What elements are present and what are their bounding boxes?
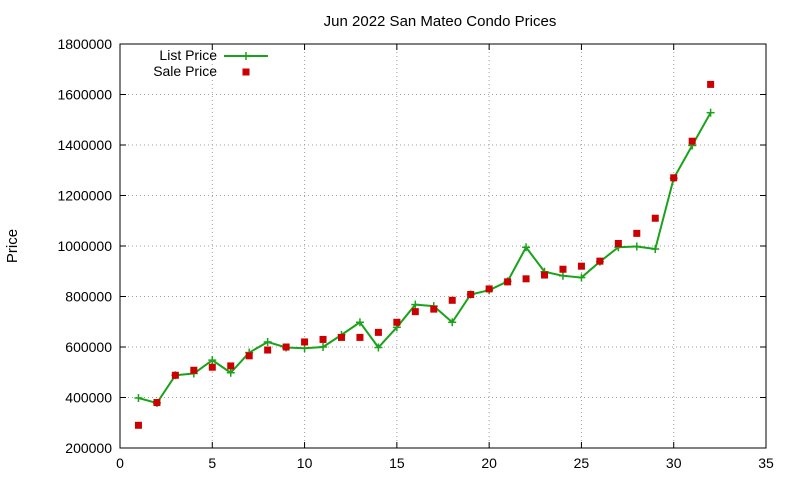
grid-lines (120, 44, 766, 448)
sale-price-point (485, 285, 493, 293)
legend-label-sale-price: Sale Price (153, 63, 217, 79)
sale-price-point (153, 399, 161, 407)
sale-price-point (245, 352, 253, 360)
y-tick-label: 600000 (65, 339, 112, 355)
y-tick-label: 200000 (65, 440, 112, 456)
y-axis-label: Price (4, 229, 21, 263)
list-price-line (138, 112, 712, 405)
list-price-point (300, 344, 309, 353)
list-price-point (522, 243, 531, 252)
plot-frame (119, 43, 767, 449)
y-tick-label: 1600000 (57, 87, 112, 103)
sale-price-point (614, 239, 622, 247)
sale-price-point (190, 366, 198, 374)
sale-price-point (134, 421, 142, 429)
y-tick-label: 1200000 (57, 188, 112, 204)
list-price-point (632, 242, 641, 251)
sale-price-point (393, 318, 401, 326)
y-tick-label: 400000 (65, 390, 112, 406)
sale-price-point (448, 296, 456, 304)
x-tick-label: 15 (389, 455, 405, 471)
sale-price-point (319, 335, 327, 343)
list-price-point (263, 337, 272, 346)
list-price-point (651, 245, 660, 254)
sale-price-point (633, 229, 641, 237)
x-tick-label: 0 (116, 455, 124, 471)
sale-price-point (337, 333, 345, 341)
sale-price-point (577, 262, 585, 270)
sale-price-point (430, 305, 438, 313)
sale-price-point (670, 174, 678, 182)
sale-price-point (707, 80, 715, 88)
legend-marker-sale-price (242, 68, 250, 76)
x-tick-label: 5 (208, 455, 216, 471)
list-price-point (226, 368, 235, 377)
sale-price-point (264, 346, 272, 354)
sale-price-point (374, 328, 382, 336)
y-tick-label: 1800000 (57, 36, 112, 52)
x-tick-label: 35 (758, 455, 774, 471)
list-price-point (577, 273, 586, 282)
y-tick-label: 800000 (65, 289, 112, 305)
x-tick-label: 25 (574, 455, 590, 471)
sale-price-point (559, 265, 567, 273)
y-tick-label: 1400000 (57, 137, 112, 153)
list-price-point (355, 318, 364, 327)
sale-price-point (171, 371, 179, 379)
list-price-point (411, 300, 420, 309)
y-tick-label: 1000000 (57, 238, 112, 254)
axis-ticks: 0 5 10 15 20 25 30 35 200000 400000 600000 800000 10… (57, 36, 774, 471)
sale-price-point (467, 290, 475, 298)
sale-price-point (688, 137, 696, 145)
sale-price-point (411, 308, 419, 316)
sale-price-point (282, 343, 290, 351)
sale-price-point (504, 278, 512, 286)
list-price-point (374, 343, 383, 352)
sale-price-point (651, 214, 659, 222)
sale-price-point (356, 333, 364, 341)
sale-price-point (541, 271, 549, 279)
list-price-point (558, 271, 567, 280)
sale-price-point (227, 362, 235, 370)
list-price-point (134, 394, 143, 403)
x-tick-label: 10 (297, 455, 313, 471)
sale-price-point (301, 338, 309, 346)
list-price-point (319, 343, 328, 351)
sale-price-point (208, 363, 216, 371)
x-tick-label: 20 (481, 455, 497, 471)
legend-marker-list-price (242, 52, 250, 60)
list-price-point (448, 318, 457, 327)
legend-label-list-price: List Price (159, 47, 217, 63)
x-tick-label: 30 (666, 455, 682, 471)
legend: List Price Sale Price (153, 47, 268, 79)
sale-price-point (596, 257, 604, 265)
list-price-point (706, 108, 715, 117)
chart-title: Jun 2022 San Mateo Condo Prices (324, 13, 557, 30)
sale-price-point (522, 275, 530, 283)
series-layer (134, 80, 715, 429)
list-price-point (208, 356, 217, 365)
